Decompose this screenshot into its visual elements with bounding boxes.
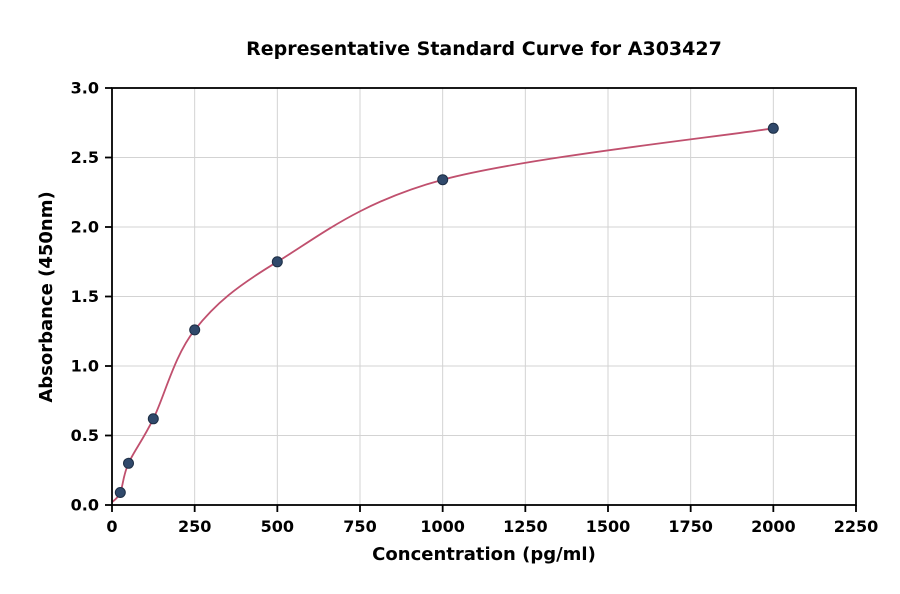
standard-curve-line	[111, 127, 774, 503]
data-point	[147, 413, 159, 425]
y-tick-label: 2.0	[71, 218, 99, 237]
tick-labels: 0 250 500 750 1000 1250 1500 1750 2000 2250 0.0 0.5…	[71, 79, 879, 537]
axis-ticks	[105, 87, 857, 512]
x-tick-label: 750	[343, 517, 376, 536]
data-point	[271, 256, 283, 268]
y-tick-label: 3.0	[71, 79, 99, 98]
x-tick-label: 1000	[420, 517, 465, 536]
x-tick-label: 250	[178, 517, 211, 536]
data-point	[123, 457, 134, 469]
y-tick-label: 0.0	[71, 496, 99, 515]
x-tick-label: 2000	[751, 517, 796, 536]
x-tick-label: 2250	[834, 517, 879, 536]
data-point	[437, 174, 449, 186]
data-point	[767, 122, 779, 134]
chart-title: Representative Standard Curve for A30342…	[246, 38, 722, 60]
data-point	[189, 324, 201, 336]
x-tick-label: 1500	[586, 517, 631, 536]
y-tick-label: 0.5	[71, 426, 99, 445]
grid-lines	[111, 87, 857, 506]
x-axis-label: Concentration (pg/ml)	[372, 544, 596, 565]
y-tick-label: 1.0	[71, 357, 99, 376]
x-tick-label: 0	[106, 517, 117, 536]
data-point	[114, 487, 126, 498]
x-tick-label: 500	[261, 517, 294, 536]
x-tick-label: 1250	[503, 517, 548, 536]
fit-curve	[111, 127, 774, 503]
y-axis-label: Absorbance (450nm)	[36, 191, 57, 402]
x-tick-label: 1750	[668, 517, 713, 536]
data-points	[114, 122, 779, 498]
y-tick-label: 2.5	[71, 148, 99, 167]
y-tick-label: 1.5	[71, 287, 99, 306]
